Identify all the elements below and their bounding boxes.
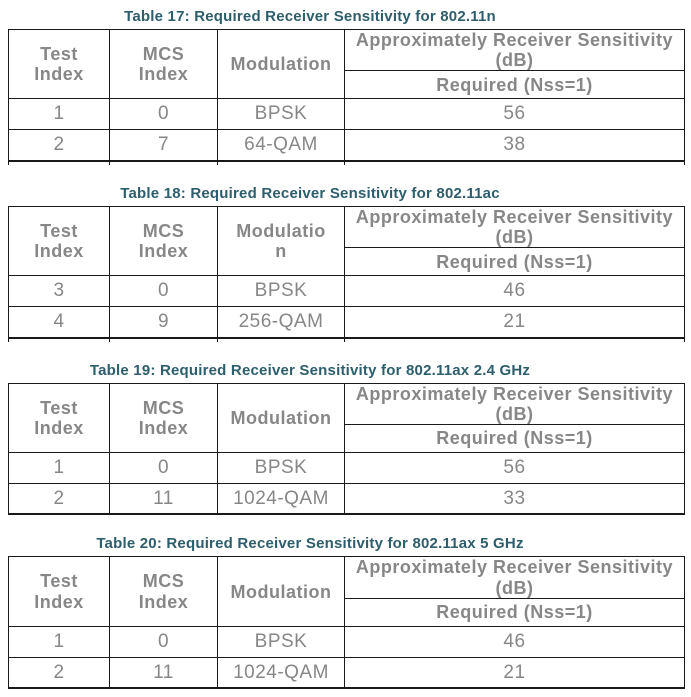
table-18-caption: Table 18: Required Receiver Sensitivity … [120, 184, 500, 202]
header-modulation: Modulation [217, 382, 345, 453]
table-17-caption: Table 17: Required Receiver Sensitivity … [124, 8, 496, 25]
cell-modulation: 1024-QAM [217, 482, 345, 516]
cell-required: 38 [344, 129, 685, 162]
cell-modulation: 64-QAM [217, 129, 345, 162]
table-20-caption: Table 20: Required Receiver Sensitivity … [96, 535, 524, 553]
cell-required: 33 [344, 482, 685, 516]
cell-required: 56 [344, 451, 685, 484]
cell-required: 56 [344, 98, 685, 131]
header-test-index: Test Index [8, 28, 110, 100]
cell-mcs-index: 7 [109, 129, 218, 162]
header-mcs-index: MCS Index [109, 205, 218, 277]
cell-mcs-index: 9 [109, 306, 218, 339]
table-18-block: Table 18: Required Receiver Sensitivity … [8, 184, 685, 342]
cell-modulation: BPSK [217, 98, 345, 131]
header-modulation: Modulation [217, 556, 345, 627]
cell-required: 46 [344, 625, 685, 658]
table-19: Test Index MCS Index Modulation Approxim… [8, 382, 685, 516]
cut-off-row [8, 159, 685, 165]
table-19-block: Table 19: Required Receiver Sensitivity … [8, 361, 685, 516]
cell-required: 21 [344, 306, 685, 339]
cell-mcs-index: 0 [109, 625, 218, 658]
cell-test-index: 2 [8, 482, 110, 516]
header-test-index: Test Index [8, 382, 110, 453]
cell-modulation: BPSK [217, 451, 345, 484]
cell-test-index: 1 [8, 451, 110, 484]
cell-test-index: 1 [8, 98, 110, 131]
header-sensitivity: Approximately Receiver Sensitivity (dB) [344, 205, 685, 249]
header-sensitivity: Approximately Receiver Sensitivity (dB) [344, 382, 685, 425]
cell-test-index: 4 [8, 306, 110, 339]
header-required-nss: Required (Nss=1) [344, 597, 685, 627]
header-modulation: Modulatio n [217, 205, 345, 277]
cell-modulation: 256-QAM [217, 306, 345, 339]
header-mcs-index: MCS Index [109, 382, 218, 453]
header-mcs-index: MCS Index [109, 556, 218, 627]
header-required-nss: Required (Nss=1) [344, 247, 685, 277]
cell-mcs-index: 11 [109, 656, 218, 690]
cell-test-index: 1 [8, 625, 110, 658]
cell-required: 46 [344, 275, 685, 308]
header-required-nss: Required (Nss=1) [344, 70, 685, 100]
cell-test-index: 2 [8, 656, 110, 690]
cell-modulation: BPSK [217, 625, 345, 658]
header-test-index: Test Index [8, 205, 110, 277]
header-required-nss: Required (Nss=1) [344, 423, 685, 453]
table-18: Test Index MCS Index Modulatio n Approxi… [8, 205, 685, 342]
header-modulation: Modulation [217, 28, 345, 100]
header-sensitivity: Approximately Receiver Sensitivity (dB) [344, 28, 685, 72]
table-17: Test Index MCS Index Modulation Approxim… [8, 28, 685, 165]
header-mcs-index: MCS Index [109, 28, 218, 100]
cut-off-row [8, 336, 685, 342]
cell-mcs-index: 0 [109, 275, 218, 308]
cell-modulation: BPSK [217, 275, 345, 308]
cell-required: 21 [344, 656, 685, 690]
table-19-caption: Table 19: Required Receiver Sensitivity … [89, 361, 531, 379]
table-20-block: Table 20: Required Receiver Sensitivity … [8, 535, 685, 690]
cell-modulation: 1024-QAM [217, 656, 345, 690]
table-17-block: Table 17: Required Receiver Sensitivity … [8, 8, 685, 165]
cell-test-index: 3 [8, 275, 110, 308]
header-test-index: Test Index [8, 556, 110, 627]
cell-test-index: 2 [8, 129, 110, 162]
cell-mcs-index: 0 [109, 451, 218, 484]
table-20: Test Index MCS Index Modulation Approxim… [8, 556, 685, 690]
cell-mcs-index: 11 [109, 482, 218, 516]
header-sensitivity: Approximately Receiver Sensitivity (dB) [344, 556, 685, 599]
cell-mcs-index: 0 [109, 98, 218, 131]
